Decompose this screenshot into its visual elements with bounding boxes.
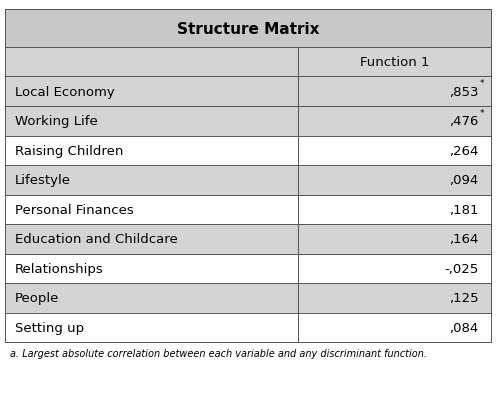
Bar — [298, 195, 491, 225]
Text: Relationships: Relationships — [15, 262, 104, 275]
Text: a. Largest absolute correlation between each variable and any discriminant funct: a. Largest absolute correlation between … — [10, 348, 427, 358]
Bar — [298, 283, 491, 313]
Text: Lifestyle: Lifestyle — [15, 174, 71, 187]
Text: ,164: ,164 — [449, 233, 479, 246]
Text: Function 1: Function 1 — [360, 56, 429, 69]
Bar — [5, 107, 298, 136]
Bar — [5, 225, 298, 254]
Text: Setting up: Setting up — [15, 321, 84, 334]
Text: Working Life: Working Life — [15, 115, 98, 128]
Bar — [5, 254, 298, 283]
Bar — [298, 77, 491, 107]
Bar — [298, 48, 491, 77]
Text: Personal Finances: Personal Finances — [15, 203, 133, 216]
Bar — [5, 313, 298, 342]
Text: ,094: ,094 — [449, 174, 479, 187]
Text: ,181: ,181 — [449, 203, 479, 216]
Text: ,853: ,853 — [449, 85, 479, 99]
Text: Structure Matrix: Structure Matrix — [177, 22, 319, 36]
Bar — [5, 77, 298, 107]
Bar — [298, 254, 491, 283]
Bar — [298, 136, 491, 166]
Text: Local Economy: Local Economy — [15, 85, 115, 99]
Bar — [5, 195, 298, 225]
Bar — [298, 313, 491, 342]
Bar — [5, 10, 491, 48]
Text: People: People — [15, 292, 59, 305]
Bar — [5, 166, 298, 195]
Bar — [298, 225, 491, 254]
Bar — [5, 283, 298, 313]
Bar — [5, 48, 298, 77]
Text: ,125: ,125 — [449, 292, 479, 305]
Text: Education and Childcare: Education and Childcare — [15, 233, 178, 246]
Text: *: * — [480, 79, 484, 88]
Text: *: * — [480, 109, 484, 118]
Bar — [298, 166, 491, 195]
Text: -,025: -,025 — [444, 262, 479, 275]
Text: ,084: ,084 — [449, 321, 479, 334]
Bar — [5, 136, 298, 166]
Text: ,264: ,264 — [449, 144, 479, 157]
Text: ,476: ,476 — [449, 115, 479, 128]
Text: Raising Children: Raising Children — [15, 144, 123, 157]
Bar — [298, 107, 491, 136]
